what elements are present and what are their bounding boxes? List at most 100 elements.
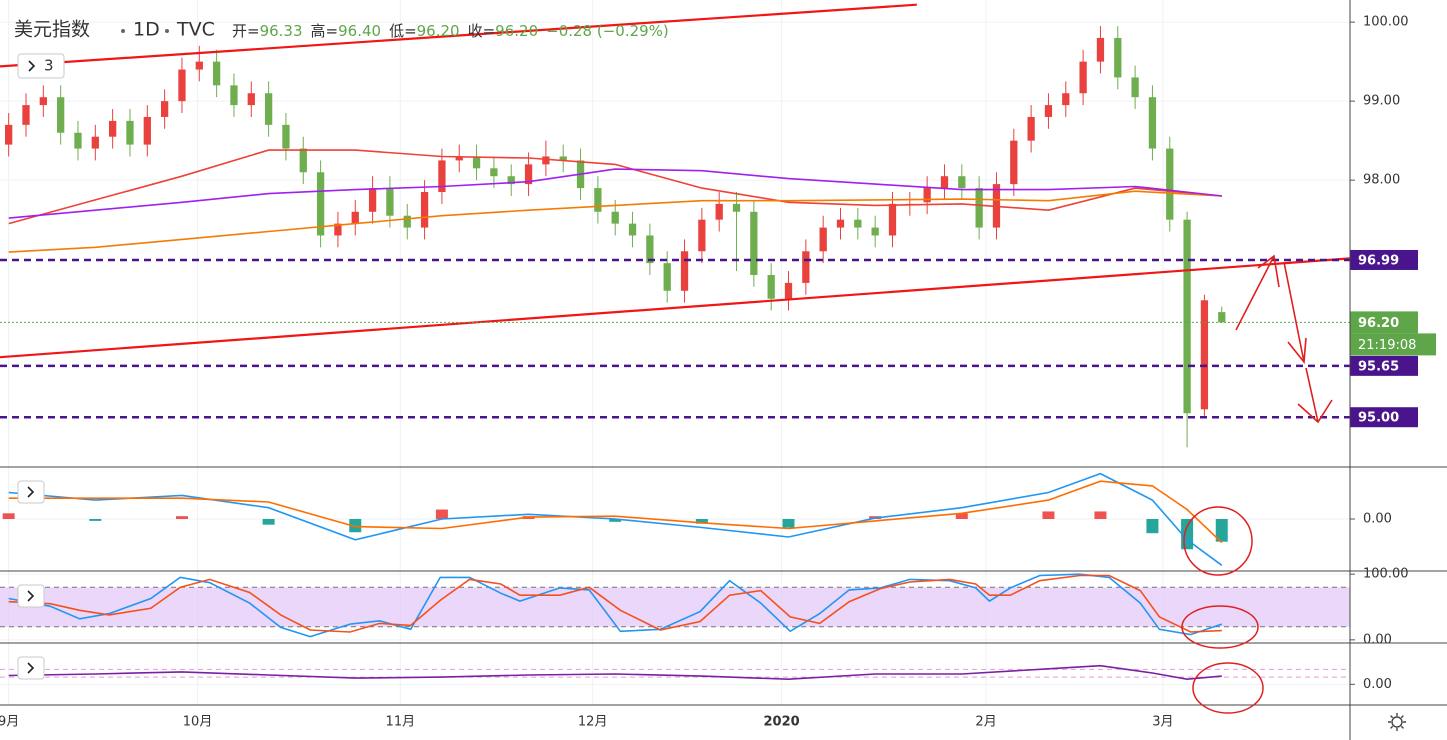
- candle-body: [784, 282, 793, 299]
- level-label: 95.00: [1358, 411, 1399, 426]
- circle: [1183, 506, 1253, 576]
- histogram-bar: [2, 513, 15, 519]
- histogram-bar: [1094, 511, 1107, 519]
- chevron: [27, 662, 35, 674]
- indicator-toggle[interactable]: 3: [17, 53, 65, 79]
- candle-body: [1079, 61, 1087, 94]
- trendline: [0, 3, 917, 68]
- y-tick-label: 0.00: [1363, 512, 1392, 527]
- candle-body: [334, 223, 342, 236]
- candle-body: [923, 188, 931, 203]
- series-line: [8, 190, 1222, 253]
- settings-icon[interactable]: [1388, 713, 1406, 731]
- histogram-bar: [435, 509, 448, 519]
- level-box: [1350, 355, 1418, 376]
- circle: [1181, 605, 1259, 649]
- ohlc-value: 96.20: [495, 22, 538, 40]
- separator-dot: [121, 29, 125, 33]
- toggle-button[interactable]: [17, 480, 45, 504]
- candle-body: [611, 211, 619, 224]
- level-box: [1350, 249, 1418, 270]
- level-label: 95.65: [1358, 359, 1399, 374]
- candle-body: [74, 132, 82, 149]
- interval: 1D: [133, 19, 160, 41]
- candle-body: [403, 215, 411, 228]
- candle-body: [230, 85, 238, 106]
- candle-body: [542, 156, 550, 165]
- trendline: [0, 257, 1351, 359]
- ohlc-label: 开=: [232, 22, 260, 40]
- circle: [1192, 662, 1264, 714]
- candle-body: [299, 148, 307, 173]
- candle-body: [386, 188, 394, 216]
- countdown-box: [1350, 333, 1436, 356]
- x-tick-label: 9月: [0, 715, 19, 730]
- candle-body: [472, 156, 481, 169]
- candle-body: [1183, 219, 1191, 414]
- x-tick-label: 2月: [975, 715, 996, 730]
- histogram-bar: [349, 519, 362, 533]
- candle-body: [1114, 37, 1122, 78]
- candle-body: [126, 120, 134, 145]
- candle-body: [438, 160, 446, 193]
- header: 美元指数 1D TVC 开=96.33 高=96.40 低=96.20 收=96.20…: [14, 19, 669, 41]
- gear: [1391, 716, 1403, 728]
- toggle-button[interactable]: [17, 53, 65, 79]
- candle-body: [264, 93, 273, 125]
- candle-body: [39, 97, 47, 106]
- candle-body: [5, 124, 13, 145]
- y-tick-label: 100.00: [1363, 15, 1409, 30]
- ohlc-value: 96.40: [338, 22, 381, 40]
- candle-body: [507, 176, 515, 185]
- series-line: [8, 149, 1222, 225]
- pane-toggle[interactable]: [17, 480, 45, 504]
- candle-body: [1218, 312, 1226, 323]
- histogram-bar: [782, 519, 795, 528]
- candle-body: [836, 219, 845, 228]
- toggle-button[interactable]: [17, 656, 45, 680]
- candle-body: [559, 156, 567, 161]
- pane-toggle[interactable]: [17, 584, 45, 608]
- candle-body: [524, 164, 533, 185]
- y-tick-label: 0.00: [1363, 677, 1392, 692]
- candle-body: [143, 116, 151, 145]
- annotation-circles: [1181, 506, 1264, 714]
- histogram-bar: [1215, 519, 1228, 542]
- candle-body: [1131, 77, 1139, 98]
- candle-body: [1062, 93, 1070, 106]
- series-line: [8, 480, 1223, 544]
- candle-body: [854, 219, 862, 228]
- marks: 9月 10月 11月 12月 2020 2月 3月 100.00 99.00 98.00 96.99…: [0, 0, 1436, 730]
- candle-body: [1027, 116, 1035, 141]
- candle-body: [646, 235, 654, 264]
- candle-body: [91, 136, 99, 149]
- y-tick-label: 99.00: [1363, 94, 1400, 109]
- gear-teeth: [1388, 713, 1406, 731]
- histogram-bar: [955, 513, 968, 519]
- candle-body: [282, 124, 290, 149]
- candle-body: [57, 97, 65, 133]
- candle-body: [1010, 140, 1018, 185]
- toggle-button[interactable]: [17, 584, 45, 608]
- histogram-bar: [262, 519, 275, 525]
- change: −0.28 (−0.29%): [546, 22, 669, 40]
- candle-body: [455, 156, 463, 161]
- arrow-up: [1235, 254, 1280, 331]
- ohlc-value: 96.20: [417, 22, 460, 40]
- candle-body: [802, 251, 810, 283]
- ohlc-label: 收=: [468, 22, 496, 40]
- series-line: [8, 574, 1222, 633]
- arrow-down: [1297, 367, 1333, 424]
- candle-body: [1096, 37, 1105, 62]
- candle-body: [732, 203, 741, 212]
- candle-body: [368, 188, 377, 212]
- histogram-bar: [695, 519, 708, 524]
- candle-body: [490, 168, 498, 177]
- level-box: [1350, 407, 1418, 428]
- pane-toggle[interactable]: [17, 656, 45, 680]
- candle-body: [975, 188, 983, 228]
- candle-body: [819, 227, 827, 252]
- level-label: 96.99: [1358, 253, 1399, 268]
- histogram-bar: [175, 516, 188, 519]
